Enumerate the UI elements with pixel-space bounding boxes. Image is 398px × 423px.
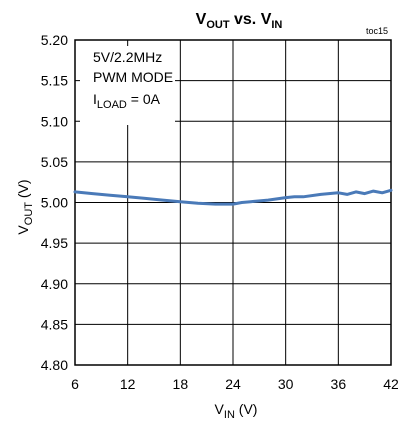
y-tick-label: 5.05 bbox=[41, 154, 68, 170]
y-tick-label: 5.10 bbox=[41, 113, 68, 129]
x-tick-label: 12 bbox=[120, 376, 136, 392]
annotation-line-3: ILOAD = 0A bbox=[93, 91, 161, 111]
y-tick-label: 5.00 bbox=[41, 195, 68, 211]
y-tick-label: 5.15 bbox=[41, 73, 68, 89]
y-tick-labels: 5.20 5.15 5.10 5.05 5.00 4.95 4.90 4.85 4.80 bbox=[41, 32, 68, 373]
y-tick-label: 4.95 bbox=[41, 235, 68, 251]
annotation-background bbox=[80, 46, 175, 125]
annotation-line-1: 5V/2.2MHz bbox=[93, 49, 162, 65]
x-tick-label: 42 bbox=[383, 376, 398, 392]
x-axis-label: VIN (V) bbox=[215, 401, 258, 421]
y-tick-label: 4.85 bbox=[41, 316, 68, 332]
x-tick-labels: 6 12 18 24 30 36 42 bbox=[71, 376, 398, 392]
annotation-line-2: PWM MODE bbox=[93, 69, 173, 85]
x-tick-label: 6 bbox=[71, 376, 79, 392]
figure-tag: toc15 bbox=[366, 26, 388, 36]
x-tick-label: 18 bbox=[173, 376, 189, 392]
y-tick-label: 4.80 bbox=[41, 357, 68, 373]
x-tick-label: 24 bbox=[225, 376, 241, 392]
annotation-box: 5V/2.2MHz PWM MODE ILOAD = 0A bbox=[80, 46, 175, 125]
series-line bbox=[73, 188, 393, 206]
y-axis-label: VOUT (V) bbox=[15, 179, 35, 234]
y-tick-label: 5.20 bbox=[41, 32, 68, 48]
chart-title: VOUT vs. VIN bbox=[196, 11, 283, 31]
x-tick-label: 36 bbox=[331, 376, 347, 392]
plot-area bbox=[73, 39, 393, 366]
x-tick-label: 30 bbox=[278, 376, 294, 392]
y-tick-label: 4.90 bbox=[41, 276, 68, 292]
grid-lines bbox=[75, 40, 391, 365]
